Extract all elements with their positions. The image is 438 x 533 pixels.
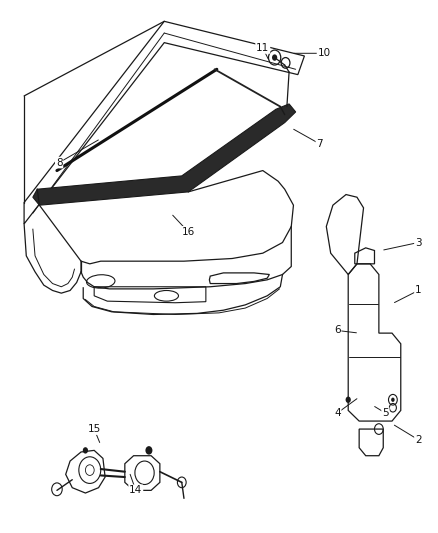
Polygon shape — [33, 104, 296, 205]
Text: 14: 14 — [129, 486, 142, 495]
Circle shape — [346, 397, 351, 403]
Text: 8: 8 — [56, 158, 63, 167]
Circle shape — [145, 446, 152, 455]
Circle shape — [83, 447, 88, 454]
Text: 4: 4 — [334, 408, 341, 418]
Text: 10: 10 — [318, 49, 331, 58]
Text: 2: 2 — [415, 435, 422, 445]
Circle shape — [272, 54, 277, 61]
Text: 16: 16 — [182, 227, 195, 237]
Text: 1: 1 — [415, 286, 422, 295]
Text: 7: 7 — [316, 139, 323, 149]
Text: 11: 11 — [256, 43, 269, 53]
Text: 15: 15 — [88, 424, 101, 434]
Circle shape — [391, 398, 395, 402]
Text: 5: 5 — [382, 408, 389, 418]
Text: 3: 3 — [415, 238, 422, 247]
Text: 6: 6 — [334, 326, 341, 335]
